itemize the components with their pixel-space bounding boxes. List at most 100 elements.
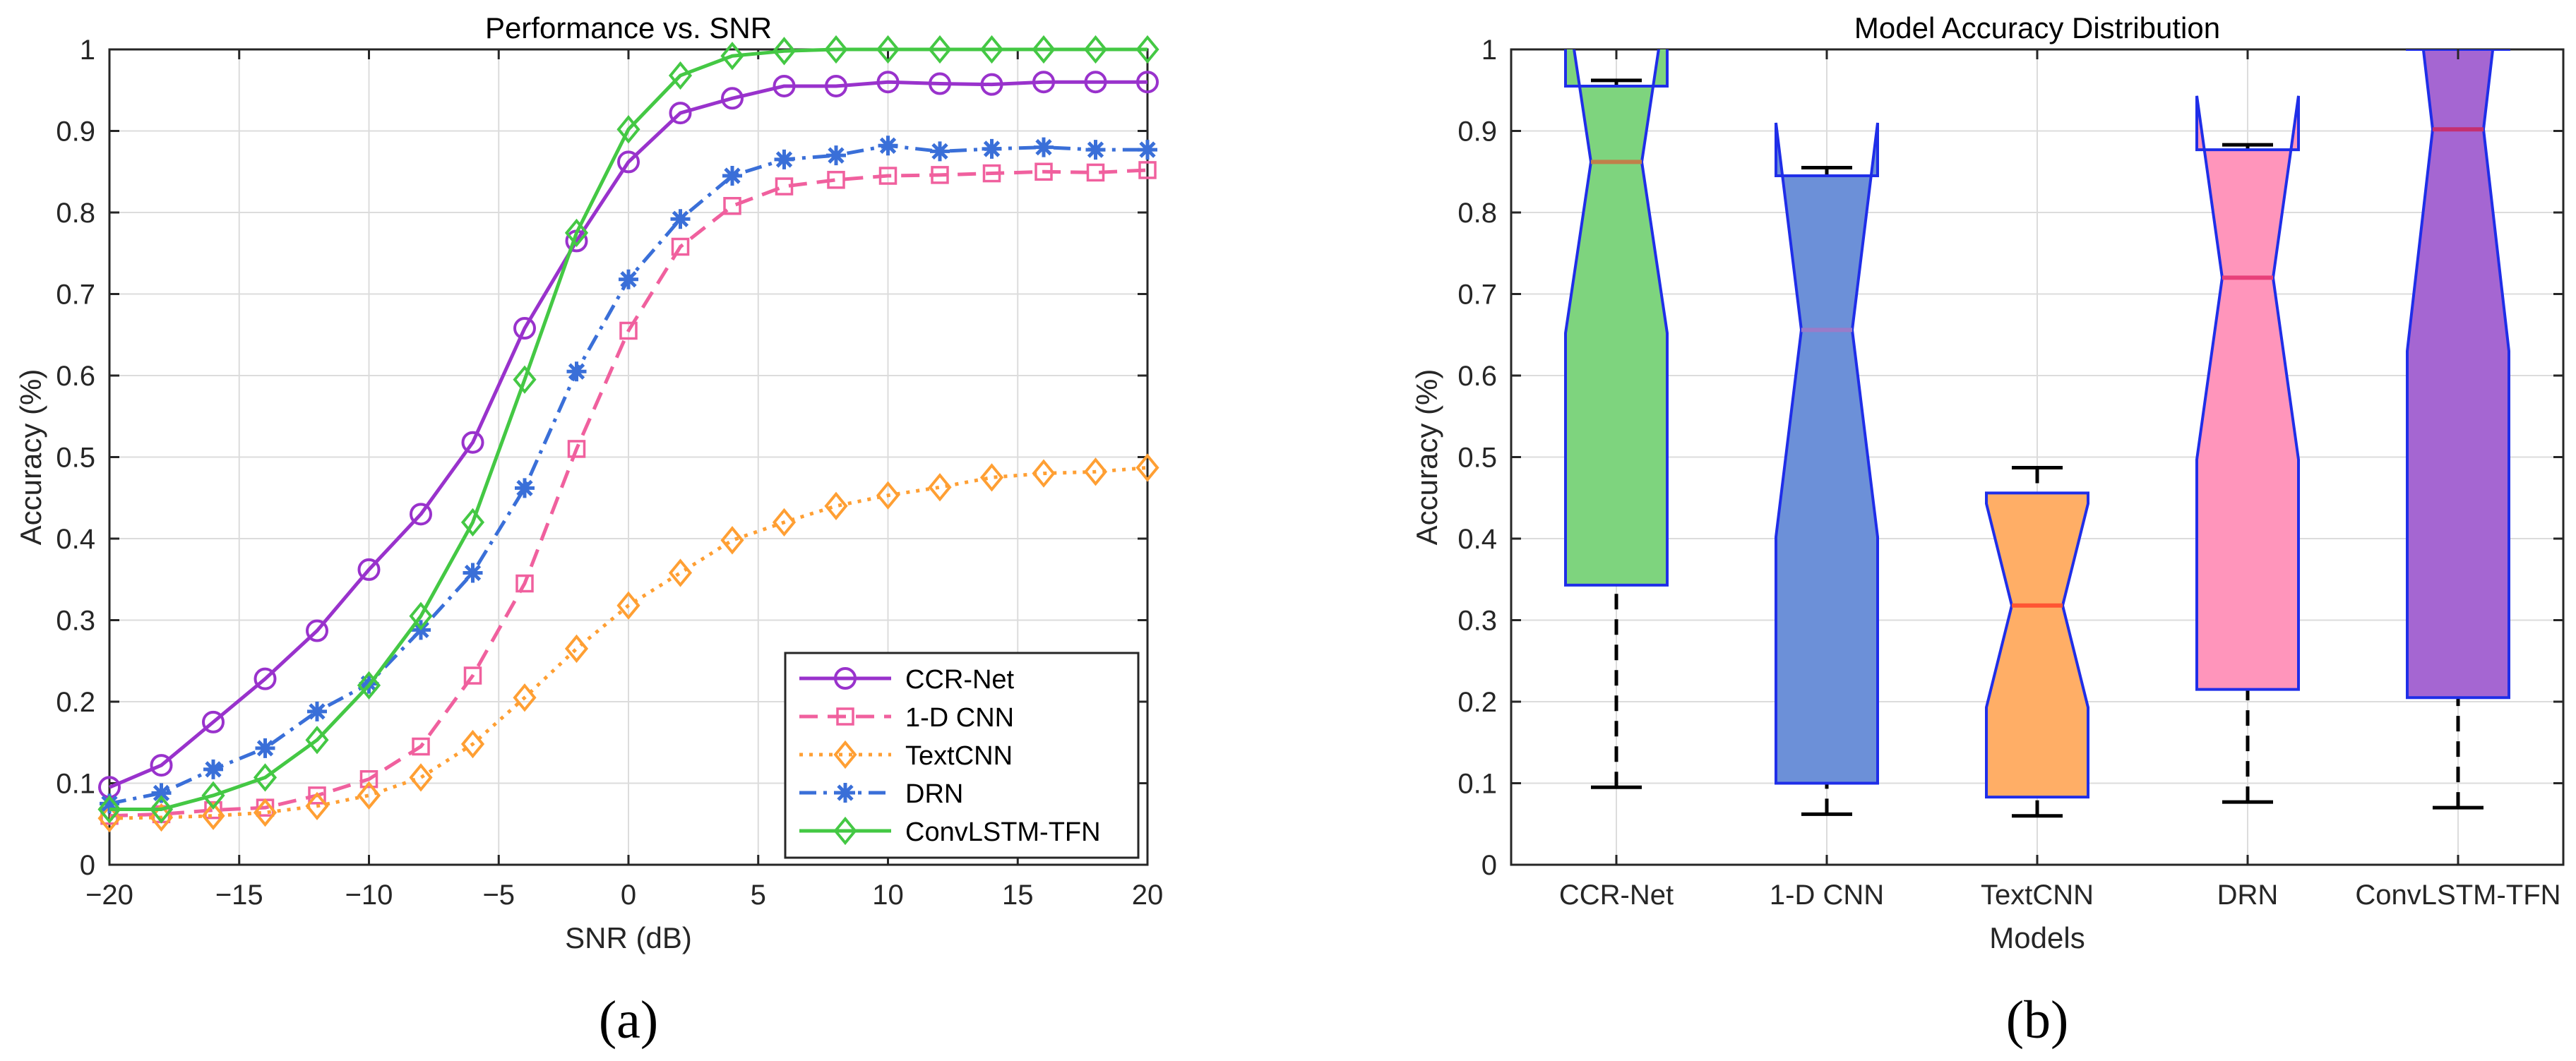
data-point: [305, 791, 329, 820]
y-tick-label: 1: [80, 35, 95, 66]
axis-ticks: −20 −15 −10 −5 0 5 10 15 20 0 0.1 0.2 0.3 0.4 0.5 0.6 0.…: [56, 35, 1163, 911]
data-point: [1032, 459, 1056, 488]
legend-entry: DRN: [905, 779, 963, 809]
chart-title: Performance vs. SNR: [485, 11, 772, 44]
legend-marker: [835, 783, 855, 803]
x-tick-label: 20: [1132, 880, 1164, 911]
data-point: [772, 508, 797, 537]
legend-marker: [836, 707, 854, 726]
y-tick-label: 0: [80, 850, 95, 881]
y-tick-label: 0.5: [1457, 443, 1497, 474]
data-point: [720, 526, 744, 555]
data-point: [616, 115, 640, 144]
data-point: [253, 763, 278, 792]
data-point: [772, 37, 797, 66]
y-tick-label: 0.4: [56, 524, 95, 555]
data-point: [1084, 71, 1107, 94]
data-point: [876, 71, 900, 94]
data-point: [564, 218, 589, 248]
data-point: [720, 42, 744, 71]
data-point: [1138, 161, 1157, 179]
data-point: [721, 87, 744, 110]
data-point: [513, 365, 537, 394]
data-point: [513, 317, 536, 340]
x-tick-label: −5: [482, 880, 515, 911]
y-axis-label: Accuracy (%): [14, 369, 47, 546]
box-textcnn: [1985, 466, 2089, 818]
data-point: [409, 763, 433, 792]
series-ccr-net: [98, 71, 1159, 799]
data-point: [982, 164, 1001, 183]
y-tick-label: 0.9: [56, 116, 95, 148]
data-point: [722, 166, 742, 186]
data-point: [461, 431, 484, 454]
legend-marker: [834, 667, 857, 690]
box-body: [1564, 49, 1669, 587]
grid-lines: [109, 49, 1148, 865]
data-point: [203, 759, 223, 779]
x-tick-label: ConvLSTM-TFN: [2355, 880, 2560, 911]
data-point: [1138, 140, 1157, 160]
legend-entry: CCR-Net: [905, 665, 1015, 695]
y-tick-label: 0.2: [1457, 687, 1497, 718]
box-body: [1775, 122, 1879, 785]
data-point: [826, 145, 846, 166]
data-point: [1083, 35, 1108, 64]
data-point: [928, 35, 952, 64]
data-point: [827, 171, 845, 189]
data-point: [463, 563, 483, 583]
data-point: [1034, 137, 1054, 157]
x-tick-label: −10: [345, 880, 393, 911]
data-point: [566, 361, 587, 382]
data-point: [564, 634, 589, 664]
x-axis-label: Models: [1989, 921, 2085, 954]
data-point: [979, 35, 1004, 64]
y-tick-label: 0.6: [56, 361, 95, 392]
series-line: [109, 47, 1147, 811]
series-convlstm-tfn: [97, 35, 1159, 824]
data-point: [1136, 71, 1159, 94]
data-point: [671, 237, 690, 256]
data-point: [513, 683, 537, 712]
data-point: [878, 167, 898, 185]
x-tick-label: 10: [872, 880, 904, 911]
box-ccr-net: [1564, 49, 1669, 789]
data-point: [410, 503, 432, 526]
data-point: [619, 269, 638, 289]
data-point: [1032, 71, 1055, 94]
x-tick-label: −20: [85, 880, 133, 911]
series-layer: [97, 35, 1159, 833]
y-tick-label: 0.3: [56, 606, 95, 637]
box-body: [2406, 49, 2510, 700]
data-point: [515, 478, 535, 498]
data-point: [1135, 35, 1159, 64]
data-point: [773, 74, 796, 97]
data-point: [460, 508, 485, 537]
data-point: [668, 558, 693, 587]
data-point: [149, 795, 174, 824]
data-point: [824, 491, 848, 520]
data-point: [412, 737, 430, 756]
legend-entry: TextCNN: [905, 741, 1013, 771]
data-point: [97, 795, 121, 824]
data-point: [825, 74, 847, 97]
chart-title: Model Accuracy Distribution: [1854, 11, 2220, 44]
y-axis-label: Accuracy (%): [1410, 369, 1443, 546]
y-tick-label: 0.6: [1457, 361, 1497, 392]
data-point: [460, 729, 485, 759]
data-point: [253, 798, 278, 827]
y-tick-label: 0.8: [56, 198, 95, 229]
data-point: [202, 710, 225, 733]
data-point: [930, 141, 950, 162]
data-point: [876, 481, 900, 510]
data-point: [463, 666, 482, 685]
data-point: [409, 601, 433, 630]
x-tick-label: TextCNN: [1981, 880, 2094, 911]
x-tick-label: −15: [215, 880, 263, 911]
data-point: [1085, 140, 1106, 160]
data-point: [1032, 35, 1056, 64]
y-tick-label: 0.1: [1457, 769, 1497, 800]
data-point: [669, 102, 692, 125]
x-tick-label: 5: [751, 880, 766, 911]
